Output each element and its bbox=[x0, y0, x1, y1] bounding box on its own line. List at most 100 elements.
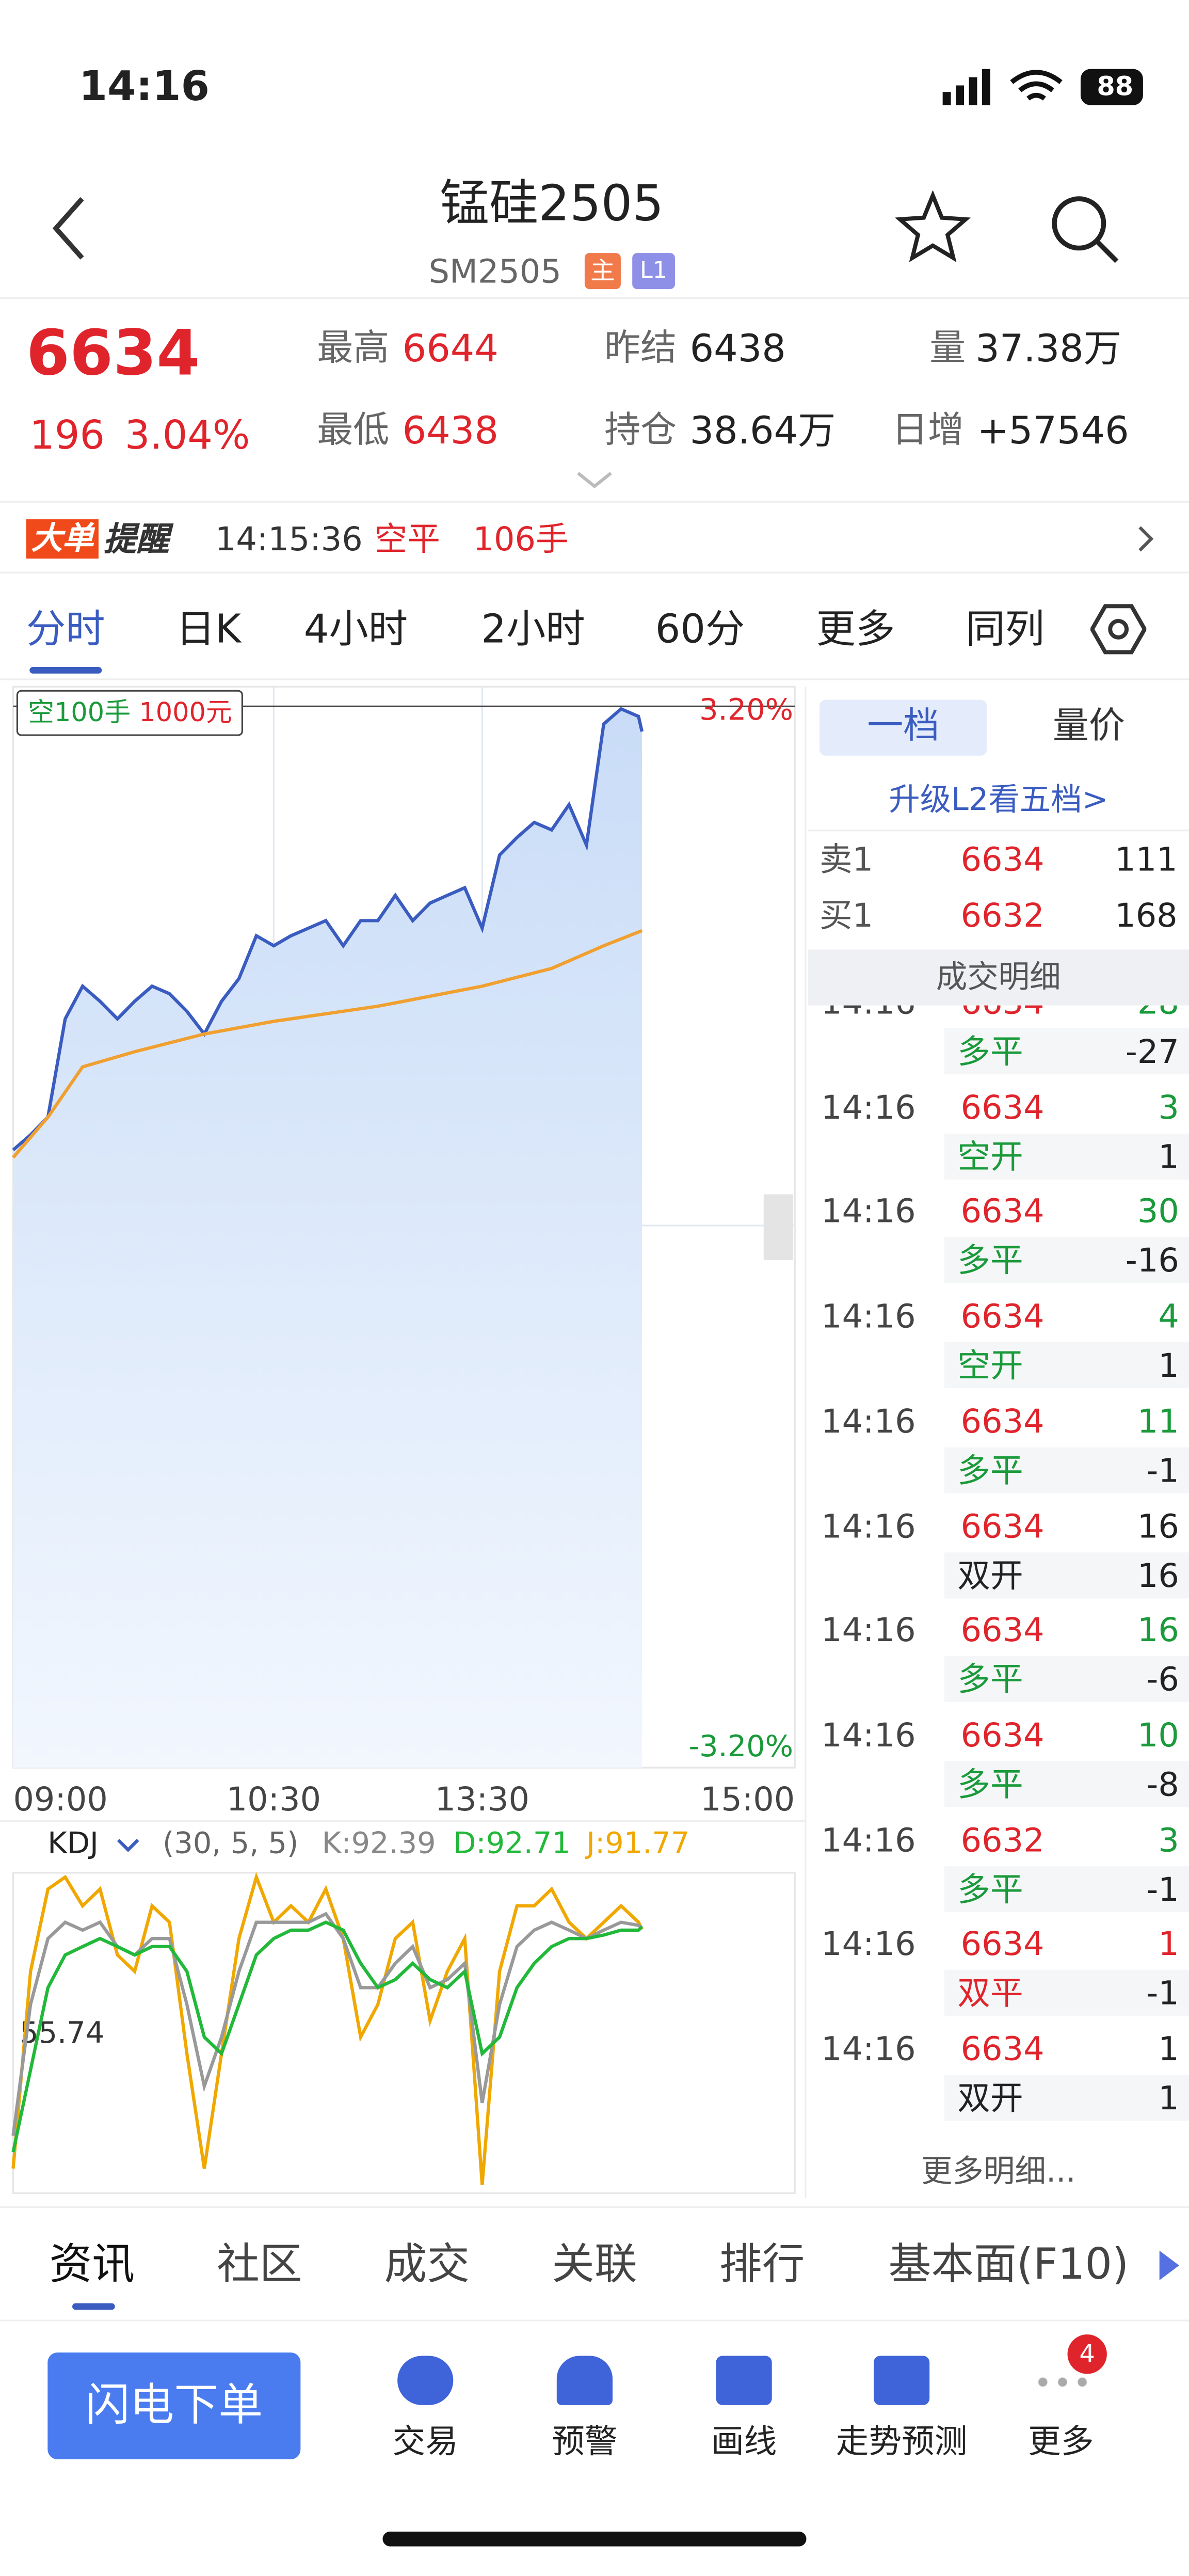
tab[interactable]: 分时 bbox=[26, 606, 105, 653]
trade-type: 双平 bbox=[957, 1973, 1023, 2013]
alert-amount: 106手 bbox=[473, 519, 569, 559]
bottom-tab[interactable]: 社区 bbox=[217, 2240, 302, 2291]
detail-header bbox=[808, 949, 1189, 1006]
tool-label[interactable]: 交易 bbox=[392, 2421, 458, 2461]
scroll-right[interactable] bbox=[1156, 2247, 1182, 2283]
tab-indicator bbox=[29, 667, 102, 674]
trade-type: 多平 bbox=[957, 1869, 1023, 1909]
detail-title: 成交明细 bbox=[936, 959, 1061, 996]
trade-time: 14:16 bbox=[821, 1924, 916, 1964]
field-label: 昨结 bbox=[604, 328, 677, 370]
trade-type-bg bbox=[944, 1970, 1189, 2016]
tool-label[interactable]: 更多 bbox=[1028, 2421, 1094, 2461]
tab[interactable]: 更多 bbox=[816, 606, 895, 653]
tab[interactable]: 60分 bbox=[655, 606, 745, 653]
field-value: 6644 bbox=[402, 328, 499, 372]
x-tick-label: 09:00 bbox=[13, 1780, 107, 1819]
field-label: 最低 bbox=[317, 410, 390, 452]
trade-time: 14:16 bbox=[821, 2029, 916, 2069]
trade-type: 空开 bbox=[957, 1136, 1023, 1176]
kdj-title[interactable]: KDJ bbox=[47, 1826, 99, 1862]
back-button[interactable] bbox=[46, 194, 95, 263]
price: 6634 bbox=[26, 317, 200, 390]
trade-change: -6 bbox=[1146, 1659, 1179, 1699]
tool-icon bbox=[716, 2356, 772, 2405]
trade-type-bg bbox=[944, 1865, 1189, 1912]
trade-change: -27 bbox=[1125, 1031, 1179, 1071]
settings[interactable] bbox=[1090, 603, 1147, 656]
trade-price: 6634 bbox=[960, 1924, 1045, 1964]
search[interactable] bbox=[1048, 192, 1123, 267]
field-label: 量 bbox=[929, 328, 966, 370]
y2-tick-label: 3.20% bbox=[699, 692, 793, 727]
field-value: 6438 bbox=[402, 410, 499, 454]
more-detail[interactable]: 更多明细... bbox=[921, 2154, 1076, 2190]
battery: 88 bbox=[1097, 70, 1134, 102]
trade-type-bg bbox=[944, 1133, 1189, 1179]
tab[interactable]: 日K bbox=[175, 606, 242, 653]
tooltip-text: 1000元 bbox=[139, 696, 232, 728]
trade-time: 14:16 bbox=[821, 1401, 916, 1441]
bottom-tab[interactable]: 成交 bbox=[384, 2240, 470, 2291]
field-value: 6438 bbox=[689, 328, 786, 372]
trade-type: 双开 bbox=[957, 1555, 1023, 1595]
expand[interactable] bbox=[575, 470, 614, 489]
trade-type-bg bbox=[944, 1342, 1189, 1389]
tool-label[interactable]: 预警 bbox=[552, 2421, 618, 2461]
bottom-tab[interactable]: 基本面(F10) bbox=[888, 2240, 1129, 2291]
bottom-tab[interactable]: 资讯 bbox=[49, 2240, 135, 2291]
trade-change: 16 bbox=[1137, 1555, 1179, 1595]
x-tick-label: 15:00 bbox=[700, 1780, 795, 1819]
field-label: 最高 bbox=[317, 328, 390, 370]
tool-icon bbox=[873, 2356, 930, 2405]
depth-tab[interactable]: 量价 bbox=[1052, 706, 1125, 748]
trade-type-bg bbox=[944, 1761, 1189, 1807]
alert-badge: 大单 bbox=[26, 519, 99, 559]
level-volume: 111 bbox=[1115, 839, 1178, 879]
upgrade-link[interactable]: 升级L2看五档> bbox=[889, 782, 1108, 818]
trade-volume: 4 bbox=[1158, 1296, 1179, 1336]
trade-change: -16 bbox=[1125, 1241, 1179, 1281]
price-line bbox=[12, 707, 644, 1152]
trade-volume: 1 bbox=[1158, 1924, 1179, 1964]
trade-type: 多平 bbox=[957, 1764, 1023, 1804]
kdj-frame bbox=[12, 1872, 796, 2194]
order-button[interactable]: 闪电下单 bbox=[47, 2352, 301, 2459]
tab[interactable]: 同列 bbox=[966, 606, 1045, 653]
divider bbox=[808, 830, 1189, 832]
handle[interactable] bbox=[763, 1194, 794, 1260]
level-volume: 168 bbox=[1115, 895, 1178, 935]
trade-change: -1 bbox=[1146, 1973, 1179, 2013]
trade-volume: 16 bbox=[1137, 1610, 1179, 1650]
kdj-line bbox=[11, 1872, 644, 2185]
trade-change: -1 bbox=[1146, 1869, 1179, 1909]
code: SM2505 bbox=[428, 251, 561, 291]
field-value: 37.38万 bbox=[975, 328, 1122, 372]
trade-price: 6634 bbox=[960, 1714, 1045, 1755]
status-time: 14:16 bbox=[78, 62, 210, 110]
alert-action: 空平 bbox=[374, 519, 440, 559]
tool-label[interactable]: 走势预测 bbox=[835, 2421, 968, 2461]
chevron[interactable] bbox=[1136, 524, 1156, 553]
favorite[interactable] bbox=[895, 190, 971, 266]
bottom-tab[interactable]: 关联 bbox=[552, 2240, 637, 2291]
trade-price: 6634 bbox=[961, 1006, 1045, 1019]
home-indicator bbox=[382, 2531, 807, 2547]
tab[interactable]: 2小时 bbox=[481, 606, 585, 653]
kdj-legend: K:92.39 bbox=[322, 1826, 436, 1862]
trade-volume: 11 bbox=[1137, 1401, 1179, 1441]
trade-type-bg bbox=[944, 1028, 1189, 1075]
average-line bbox=[12, 929, 643, 1159]
bottom-tab[interactable]: 排行 bbox=[719, 2240, 805, 2291]
dropdown[interactable] bbox=[117, 1838, 139, 1852]
tooltip-text: 空100手 bbox=[28, 696, 131, 728]
trade-price: 6634 bbox=[960, 1087, 1045, 1127]
trade-price: 6634 bbox=[960, 1296, 1045, 1336]
trade-price: 6634 bbox=[960, 1191, 1045, 1231]
tool-label[interactable]: 画线 bbox=[711, 2421, 777, 2461]
trade-time: 14:16 bbox=[821, 1191, 916, 1231]
trade-price: 6632 bbox=[960, 1819, 1045, 1859]
tab[interactable]: 4小时 bbox=[303, 606, 408, 653]
depth-tab[interactable]: 一档 bbox=[867, 706, 940, 748]
